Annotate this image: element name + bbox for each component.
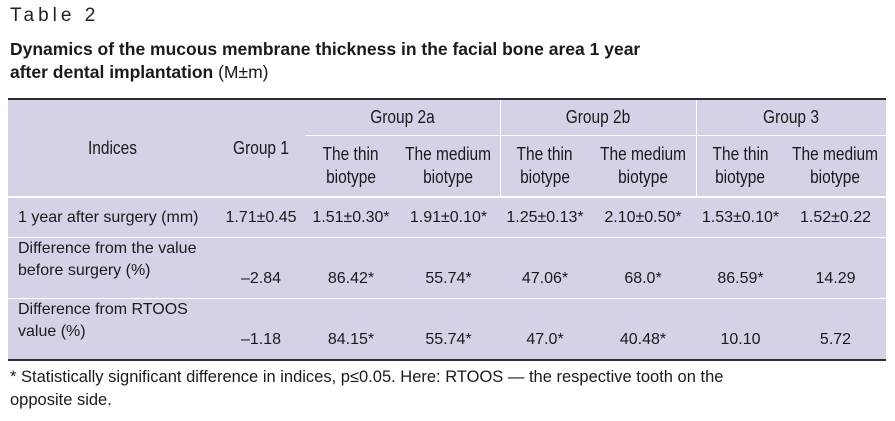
table-cell: 86.59* — [717, 270, 764, 287]
subheader-2b-thin: The thin biotype — [500, 136, 590, 196]
header-indices: Indices — [87, 137, 138, 158]
table-cell: 14.29 — [815, 270, 856, 287]
subheader-2b-medium: The medium biotype — [590, 136, 696, 196]
table-cell: 47.0* — [526, 331, 564, 348]
footnote-line-2: opposite side. — [10, 391, 112, 409]
subheader-3-thin: The thin biotype — [696, 136, 785, 196]
table-cell: 1.91±0.10* — [409, 208, 488, 226]
table-cell: 86.42* — [327, 270, 375, 287]
table-cell: 84.15* — [327, 331, 375, 348]
caption-line-2-text: after dental implantation — [10, 62, 214, 82]
table-cell: 5.72 — [819, 331, 852, 348]
subheader-medium-line1: The medium — [599, 144, 687, 164]
subheader-thin-line1: The thin — [517, 144, 573, 164]
group-divider — [500, 100, 501, 196]
row-label-line1: Difference from the value — [18, 240, 197, 257]
row-label-line1: Difference from RTOOS — [18, 301, 188, 318]
data-table: Indices Group 1 Group 2a Group 2b Group … — [8, 98, 886, 361]
row-label: 1 year after surgery (mm) — [18, 208, 199, 226]
subheader-2a-medium: The medium biotype — [397, 136, 500, 196]
subheader-thin-line1: The thin — [712, 144, 769, 164]
table-cell: 68.0* — [624, 270, 662, 287]
header-group-1: Group 1 — [233, 137, 289, 158]
subheader-medium-line1: The medium — [792, 144, 879, 164]
header-group-2a: Group 2a — [370, 107, 435, 127]
subheader-medium-line2: biotype — [618, 167, 668, 187]
table-cell: 10.10 — [720, 331, 761, 348]
table-cell: 1.71±0.45 — [225, 208, 297, 226]
table-cell: 1.52±0.22 — [799, 208, 872, 226]
subheader-thin-line2: biotype — [326, 167, 376, 187]
subheader-thin-line1: The thin — [323, 144, 379, 164]
table-cell: 55.74* — [425, 270, 472, 287]
subheader-thin-line2: biotype — [520, 167, 570, 187]
table-caption: Dynamics of the mucous membrane thicknes… — [10, 38, 870, 84]
subheader-medium-line2: biotype — [423, 167, 474, 187]
caption-line-1: Dynamics of the mucous membrane thicknes… — [10, 39, 641, 59]
table-cell: 55.74* — [425, 331, 472, 348]
table-cell: –1.18 — [240, 331, 282, 348]
header-group-divider — [305, 135, 886, 136]
footnote-line-1: * Statistically significant difference i… — [10, 368, 724, 386]
row-divider — [8, 237, 886, 238]
row-label-line2: value (%) — [18, 323, 86, 340]
table-footnote: * Statistically significant difference i… — [10, 366, 890, 412]
table-cell: 40.48* — [619, 331, 667, 348]
header-group-3: Group 3 — [763, 107, 819, 127]
subheader-3-medium: The medium biotype — [785, 136, 886, 196]
row-label-line2: before surgery (%) — [18, 262, 151, 279]
subheader-2a-thin: The thin biotype — [305, 136, 397, 196]
group-divider — [696, 100, 697, 196]
table-cell: 1.25±0.13* — [506, 208, 584, 226]
subheader-medium-line1: The medium — [405, 144, 492, 164]
table-cell: –2.84 — [240, 270, 282, 287]
row-divider — [8, 298, 886, 299]
table-cell: 1.53±0.10* — [701, 208, 780, 226]
subheader-medium-line2: biotype — [810, 167, 861, 187]
caption-line-2: after dental implantation (M±m) — [10, 61, 870, 84]
subheader-thin-line2: biotype — [715, 167, 766, 187]
row-label: Difference from the value before surgery… — [8, 238, 217, 298]
header-body-divider — [8, 196, 886, 198]
table-cell: 47.06* — [521, 270, 569, 287]
caption-suffix: (M±m) — [218, 62, 269, 82]
table-label: Table 2 — [10, 5, 100, 26]
table-cell: 2.10±0.50* — [604, 208, 682, 226]
table-cell: 1.51±0.30* — [312, 208, 390, 226]
header-group-2b: Group 2b — [565, 107, 631, 127]
row-label: Difference from RTOOS value (%) — [8, 299, 217, 359]
